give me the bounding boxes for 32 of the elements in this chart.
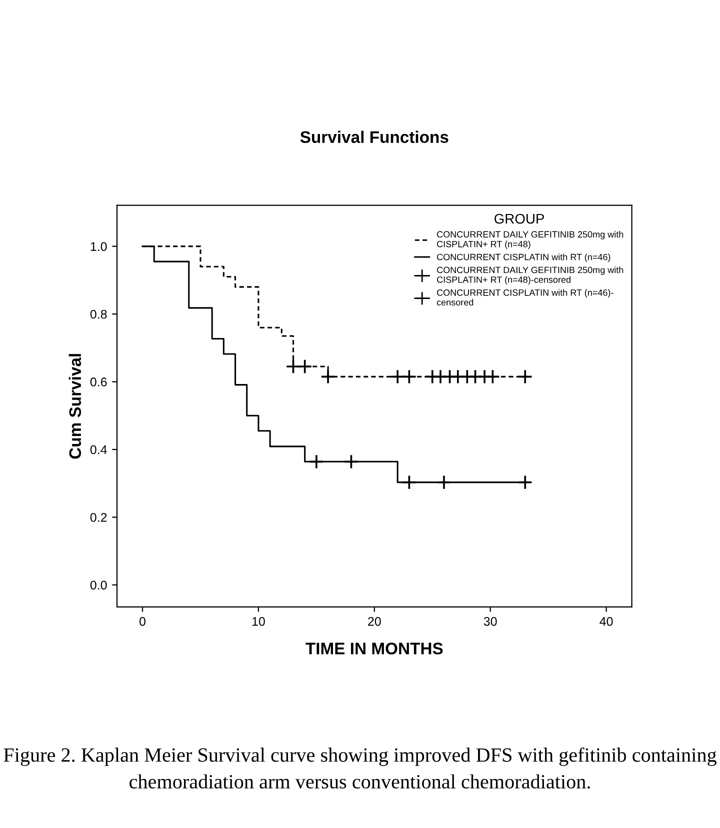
x-tick-label: 20: [368, 616, 381, 626]
point: [518, 369, 533, 384]
legend-label: CONCURRENT CISPLATIN with RT (n=46): [437, 254, 610, 262]
x-tick-label: 0: [140, 616, 146, 626]
legend-label: CONCURRENT DAILY GEFITINIB 250mg with CISPLATIN+ RT (n=48)-censored: [437, 266, 624, 285]
y-tick-label: 0.2: [90, 512, 107, 522]
caption: Figure 2. Kaplan Meier Survival curve showing improved DFS with gefitinib containing chemoradiation arm versus conventional chemoradiation.: [4, 747, 716, 789]
y-tick-label: 0.0: [90, 580, 107, 590]
point: [402, 474, 417, 490]
chart-title: Survival Functions: [300, 130, 448, 144]
y-tick-label: 0.8: [90, 310, 107, 319]
legend-label: CONCURRENT DAILY GEFITINIB 250mg with CISPLATIN+ RT (n=48): [437, 230, 624, 250]
point: [286, 359, 301, 374]
legend-label: CONCURRENT CISPLATIN with RT (n=46)- censored: [436, 289, 614, 306]
point: [344, 454, 359, 470]
point: [518, 474, 533, 490]
point: [320, 369, 336, 384]
x-tick-label: 10: [252, 616, 265, 626]
point: [390, 369, 406, 384]
point: [297, 359, 312, 374]
y-tick-label: 0.4: [90, 445, 107, 454]
point: [436, 474, 452, 490]
y-tick-label: 0.6: [90, 378, 107, 386]
x-tick-label: 30: [484, 616, 497, 626]
point: [308, 454, 324, 470]
point: [485, 369, 500, 384]
x-tick-label: 40: [600, 616, 613, 626]
y-axis-title: Cum Survival: [68, 354, 82, 459]
point: [402, 369, 417, 384]
y-tick-label: 1.0: [90, 242, 107, 251]
x-axis-title: TIME IN MONTHS: [306, 642, 443, 654]
legend-title: GROUP: [494, 214, 544, 224]
